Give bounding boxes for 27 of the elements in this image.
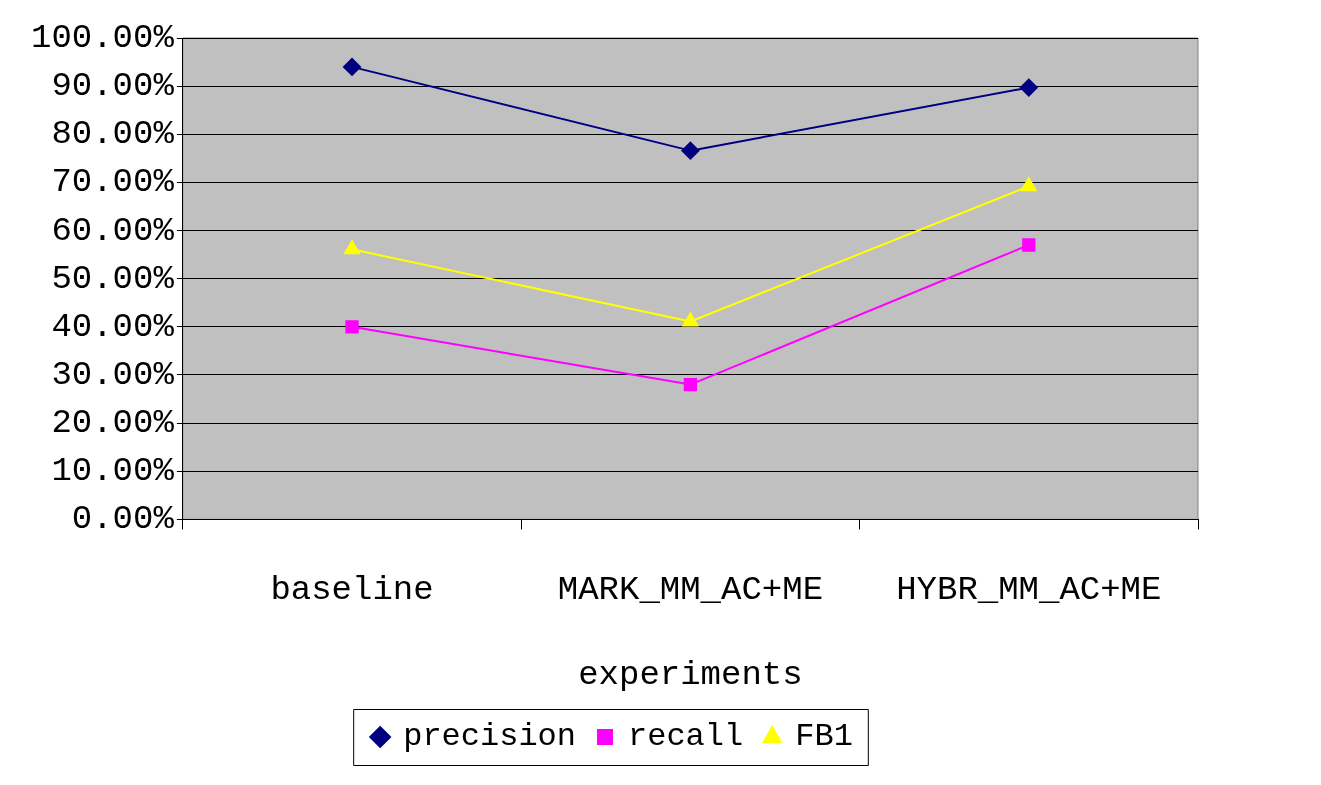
point: [681, 141, 700, 160]
y-tick-label: 100.00%: [31, 19, 175, 57]
y-tick-label: 30.00%: [51, 355, 175, 394]
point: [344, 240, 360, 255]
x-axis-title: experiments: [578, 655, 803, 694]
x-tick-label: MARK_MM_AC+ME: [557, 570, 824, 609]
y-tick-label: 50.00%: [51, 259, 175, 298]
x-tick-label: baseline: [270, 570, 434, 609]
point: [1020, 177, 1037, 192]
legend-label: precision: [403, 718, 576, 756]
point: [343, 57, 362, 76]
y-tick-label: 80.00%: [51, 115, 175, 154]
point: [682, 312, 699, 327]
y-tick-label: 90.00%: [51, 67, 175, 106]
point: [1019, 78, 1038, 97]
y-tick-label: 10.00%: [51, 452, 175, 491]
y-tick-label: 0.00%: [71, 500, 175, 539]
x-tick-label: HYBR_MM_AC+ME: [896, 570, 1162, 609]
y-tick-label: 40.00%: [51, 307, 175, 346]
point: [1022, 238, 1036, 252]
legend-label: FB1: [795, 718, 853, 756]
y-tick-label: 20.00%: [51, 404, 175, 443]
point: [683, 377, 698, 392]
y-tick-label: 70.00%: [51, 163, 175, 202]
y-tick-label: 60.00%: [51, 211, 175, 250]
point: [345, 320, 359, 334]
legend-label: recall: [628, 718, 744, 756]
